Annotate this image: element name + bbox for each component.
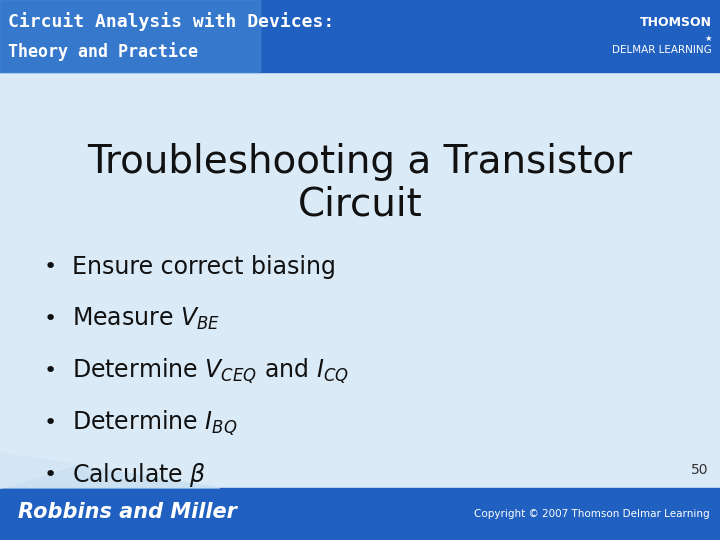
Text: Theory and Practice: Theory and Practice [8, 43, 198, 62]
Text: •: • [43, 361, 57, 381]
Text: •: • [43, 257, 57, 277]
Text: •: • [43, 465, 57, 485]
Text: Circuit Analysis with Devices:: Circuit Analysis with Devices: [8, 12, 334, 31]
Text: Calculate $\beta$: Calculate $\beta$ [72, 461, 206, 489]
Text: 50: 50 [690, 463, 708, 477]
Text: Circuit: Circuit [297, 185, 423, 223]
Text: Ensure correct biasing: Ensure correct biasing [72, 255, 336, 279]
Text: •: • [43, 413, 57, 433]
Polygon shape [0, 438, 160, 488]
Text: ★: ★ [704, 33, 712, 43]
Text: Determine $V_{CEQ}$ and $I_{CQ}$: Determine $V_{CEQ}$ and $I_{CQ}$ [72, 356, 349, 386]
Text: DELMAR LEARNING: DELMAR LEARNING [612, 45, 712, 55]
Bar [0, 0, 720, 72]
Text: Measure $V_{BE}$: Measure $V_{BE}$ [72, 306, 220, 332]
Text: THOMSON: THOMSON [640, 16, 712, 29]
Polygon shape [0, 453, 220, 488]
Bar [0, 0, 260, 72]
Text: Determine $I_{BQ}$: Determine $I_{BQ}$ [72, 408, 238, 437]
Text: Robbins and Miller: Robbins and Miller [18, 502, 237, 522]
Bar [0, 488, 720, 540]
Text: •: • [43, 309, 57, 329]
Text: Copyright © 2007 Thomson Delmar Learning: Copyright © 2007 Thomson Delmar Learning [474, 509, 710, 519]
Text: Troubleshooting a Transistor: Troubleshooting a Transistor [87, 143, 633, 181]
